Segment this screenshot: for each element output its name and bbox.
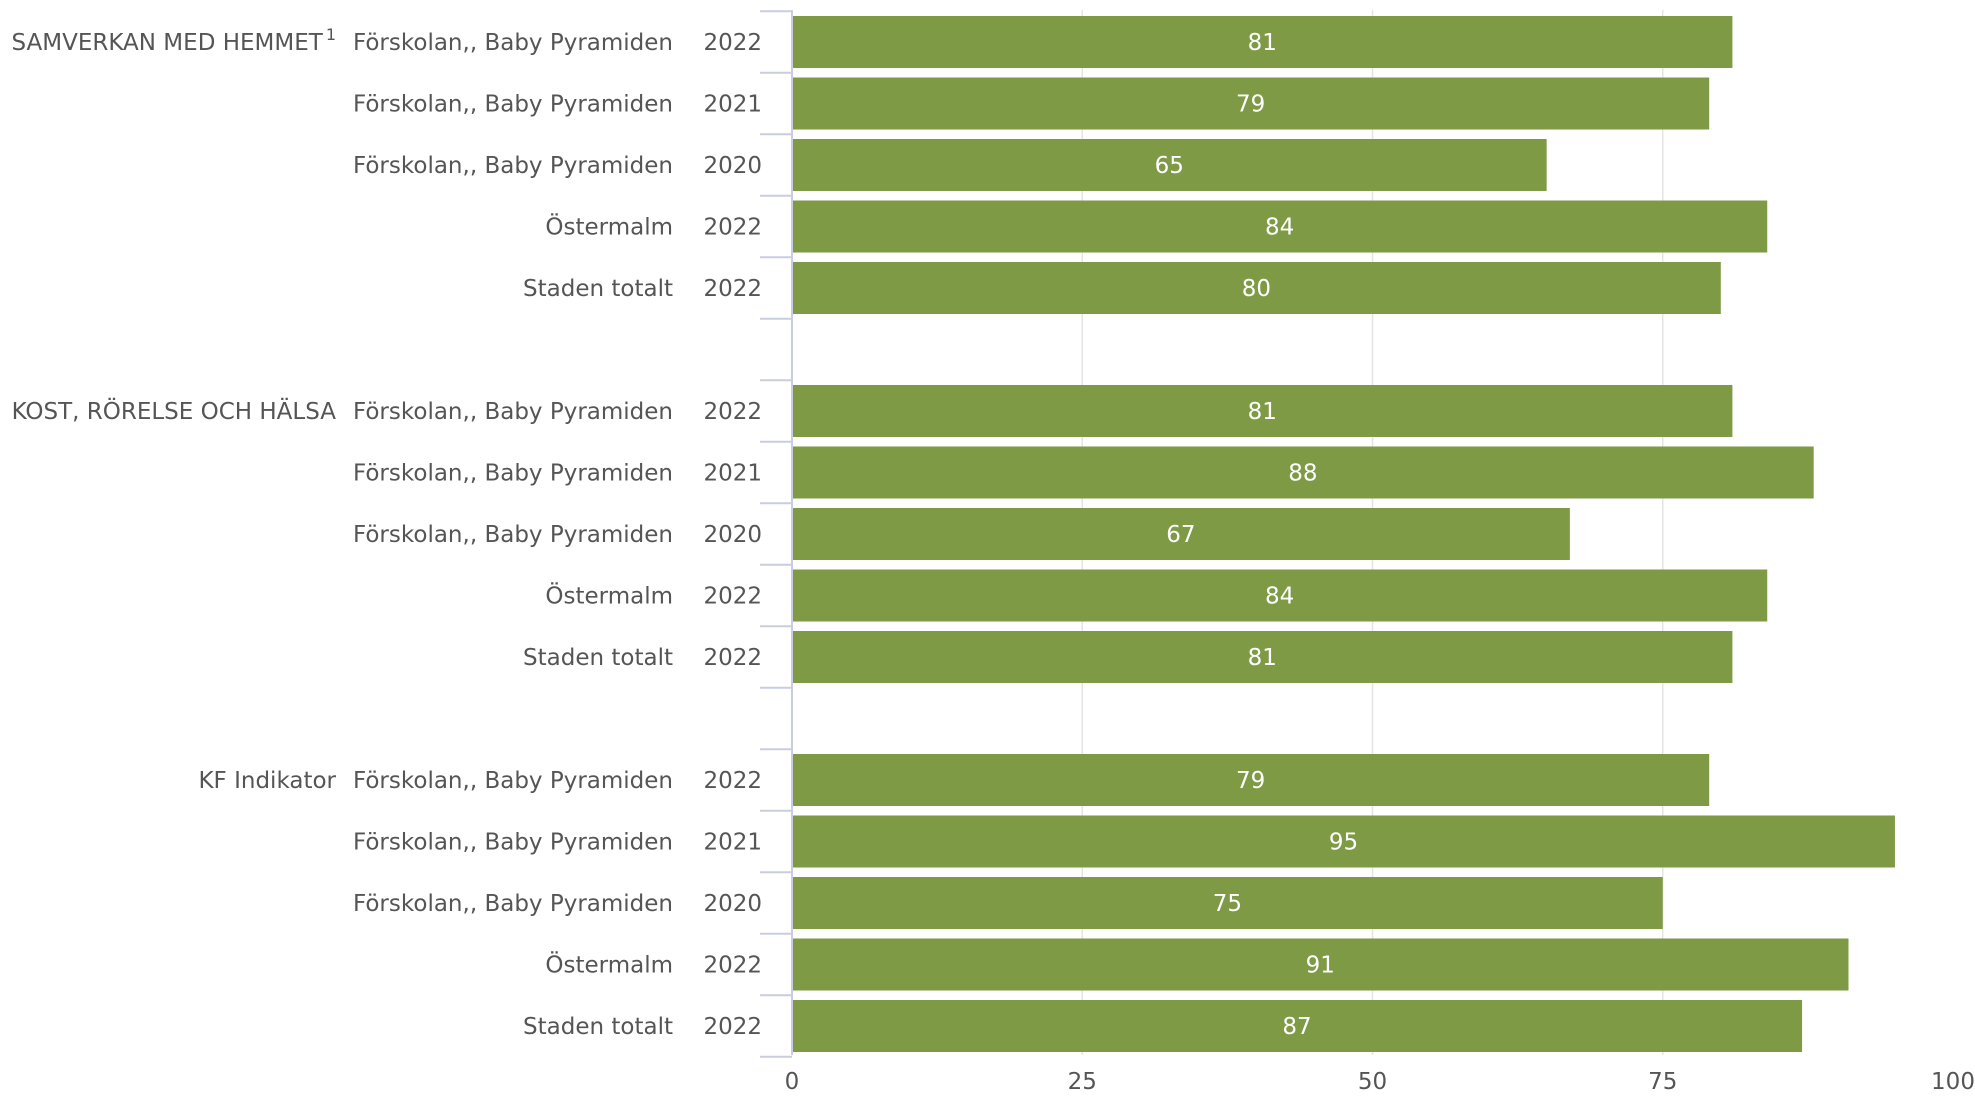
bar-value-label: 95 xyxy=(1329,830,1358,856)
year-label: 2022 xyxy=(703,584,762,610)
bar xyxy=(793,754,1710,806)
x-tick-label: 75 xyxy=(1648,1069,1677,1095)
bar-value-label: 80 xyxy=(1242,276,1271,302)
bar xyxy=(793,139,1547,191)
year-label: 2021 xyxy=(703,830,762,856)
year-label: 2022 xyxy=(703,276,762,302)
year-label: 2022 xyxy=(703,1014,762,1040)
bar xyxy=(793,631,1733,683)
category-label: Förskolan,, Baby Pyramiden xyxy=(353,891,673,917)
year-label: 2022 xyxy=(703,30,762,56)
labels: SAMVERKAN MED HEMMET 1 81 Förskolan,, Baby … xyxy=(12,25,1359,1040)
bar xyxy=(793,938,1849,991)
bar-value-label: 84 xyxy=(1265,584,1294,610)
category-label: Förskolan,, Baby Pyramiden xyxy=(353,461,673,487)
category-label: Förskolan,, Baby Pyramiden xyxy=(353,30,673,56)
year-label: 2020 xyxy=(703,891,762,917)
bar-value-label: 81 xyxy=(1248,30,1277,56)
group-label: KF Indikator xyxy=(198,768,336,794)
x-axis: 0 25 50 75 100 xyxy=(760,10,1975,1095)
category-label: Staden totalt xyxy=(523,276,673,302)
year-label: 2022 xyxy=(703,215,762,241)
bar xyxy=(793,815,1895,868)
bar xyxy=(793,569,1768,622)
bar-value-label: 91 xyxy=(1306,953,1335,979)
category-label: Förskolan,, Baby Pyramiden xyxy=(353,522,673,548)
category-label: Förskolan,, Baby Pyramiden xyxy=(353,92,673,118)
category-label: Förskolan,, Baby Pyramiden xyxy=(353,153,673,179)
bar xyxy=(793,1000,1803,1052)
bar-value-label: 87 xyxy=(1282,1014,1311,1040)
bar-value-label: 65 xyxy=(1155,153,1184,179)
year-label: 2020 xyxy=(703,522,762,548)
bar-value-label: 88 xyxy=(1288,461,1317,487)
bar xyxy=(793,16,1733,68)
bar-value-label: 79 xyxy=(1236,768,1265,794)
x-tick-label: 100 xyxy=(1931,1069,1975,1095)
bar xyxy=(793,77,1710,130)
bar-value-label: 81 xyxy=(1248,645,1277,671)
bar xyxy=(793,446,1814,499)
year-label: 2022 xyxy=(703,768,762,794)
category-label: Förskolan,, Baby Pyramiden xyxy=(353,399,673,425)
bar-value-label: 67 xyxy=(1166,522,1195,548)
bar-value-label: 75 xyxy=(1213,891,1242,917)
year-label: 2022 xyxy=(703,645,762,671)
category-label: Östermalm xyxy=(545,213,673,241)
bar-value-label: 84 xyxy=(1265,215,1294,241)
x-tick-label: 50 xyxy=(1358,1069,1387,1095)
bar xyxy=(793,200,1768,253)
category-label: Östermalm xyxy=(545,951,673,979)
bar-value-label: 81 xyxy=(1248,399,1277,425)
category-label: Östermalm xyxy=(545,582,673,610)
group-label: SAMVERKAN MED HEMMET 1 xyxy=(12,25,336,56)
year-label: 2022 xyxy=(703,953,762,979)
bar xyxy=(793,262,1721,314)
category-label: Staden totalt xyxy=(523,645,673,671)
year-label: 2021 xyxy=(703,92,762,118)
x-tick-label: 0 xyxy=(785,1069,800,1095)
footnote-marker: 1 xyxy=(326,25,336,44)
bar xyxy=(793,877,1663,929)
bars xyxy=(793,16,1895,1052)
group-label: KOST, RÖRELSE OCH HÄLSA xyxy=(12,397,337,425)
bar xyxy=(793,385,1733,437)
category-label: Förskolan,, Baby Pyramiden xyxy=(353,768,673,794)
year-label: 2022 xyxy=(703,399,762,425)
year-label: 2020 xyxy=(703,153,762,179)
category-label: Staden totalt xyxy=(523,1014,673,1040)
bar-value-label: 79 xyxy=(1236,92,1265,118)
category-label: Förskolan,, Baby Pyramiden xyxy=(353,830,673,856)
year-label: 2021 xyxy=(703,461,762,487)
bar xyxy=(793,508,1570,560)
x-tick-label: 25 xyxy=(1068,1069,1097,1095)
